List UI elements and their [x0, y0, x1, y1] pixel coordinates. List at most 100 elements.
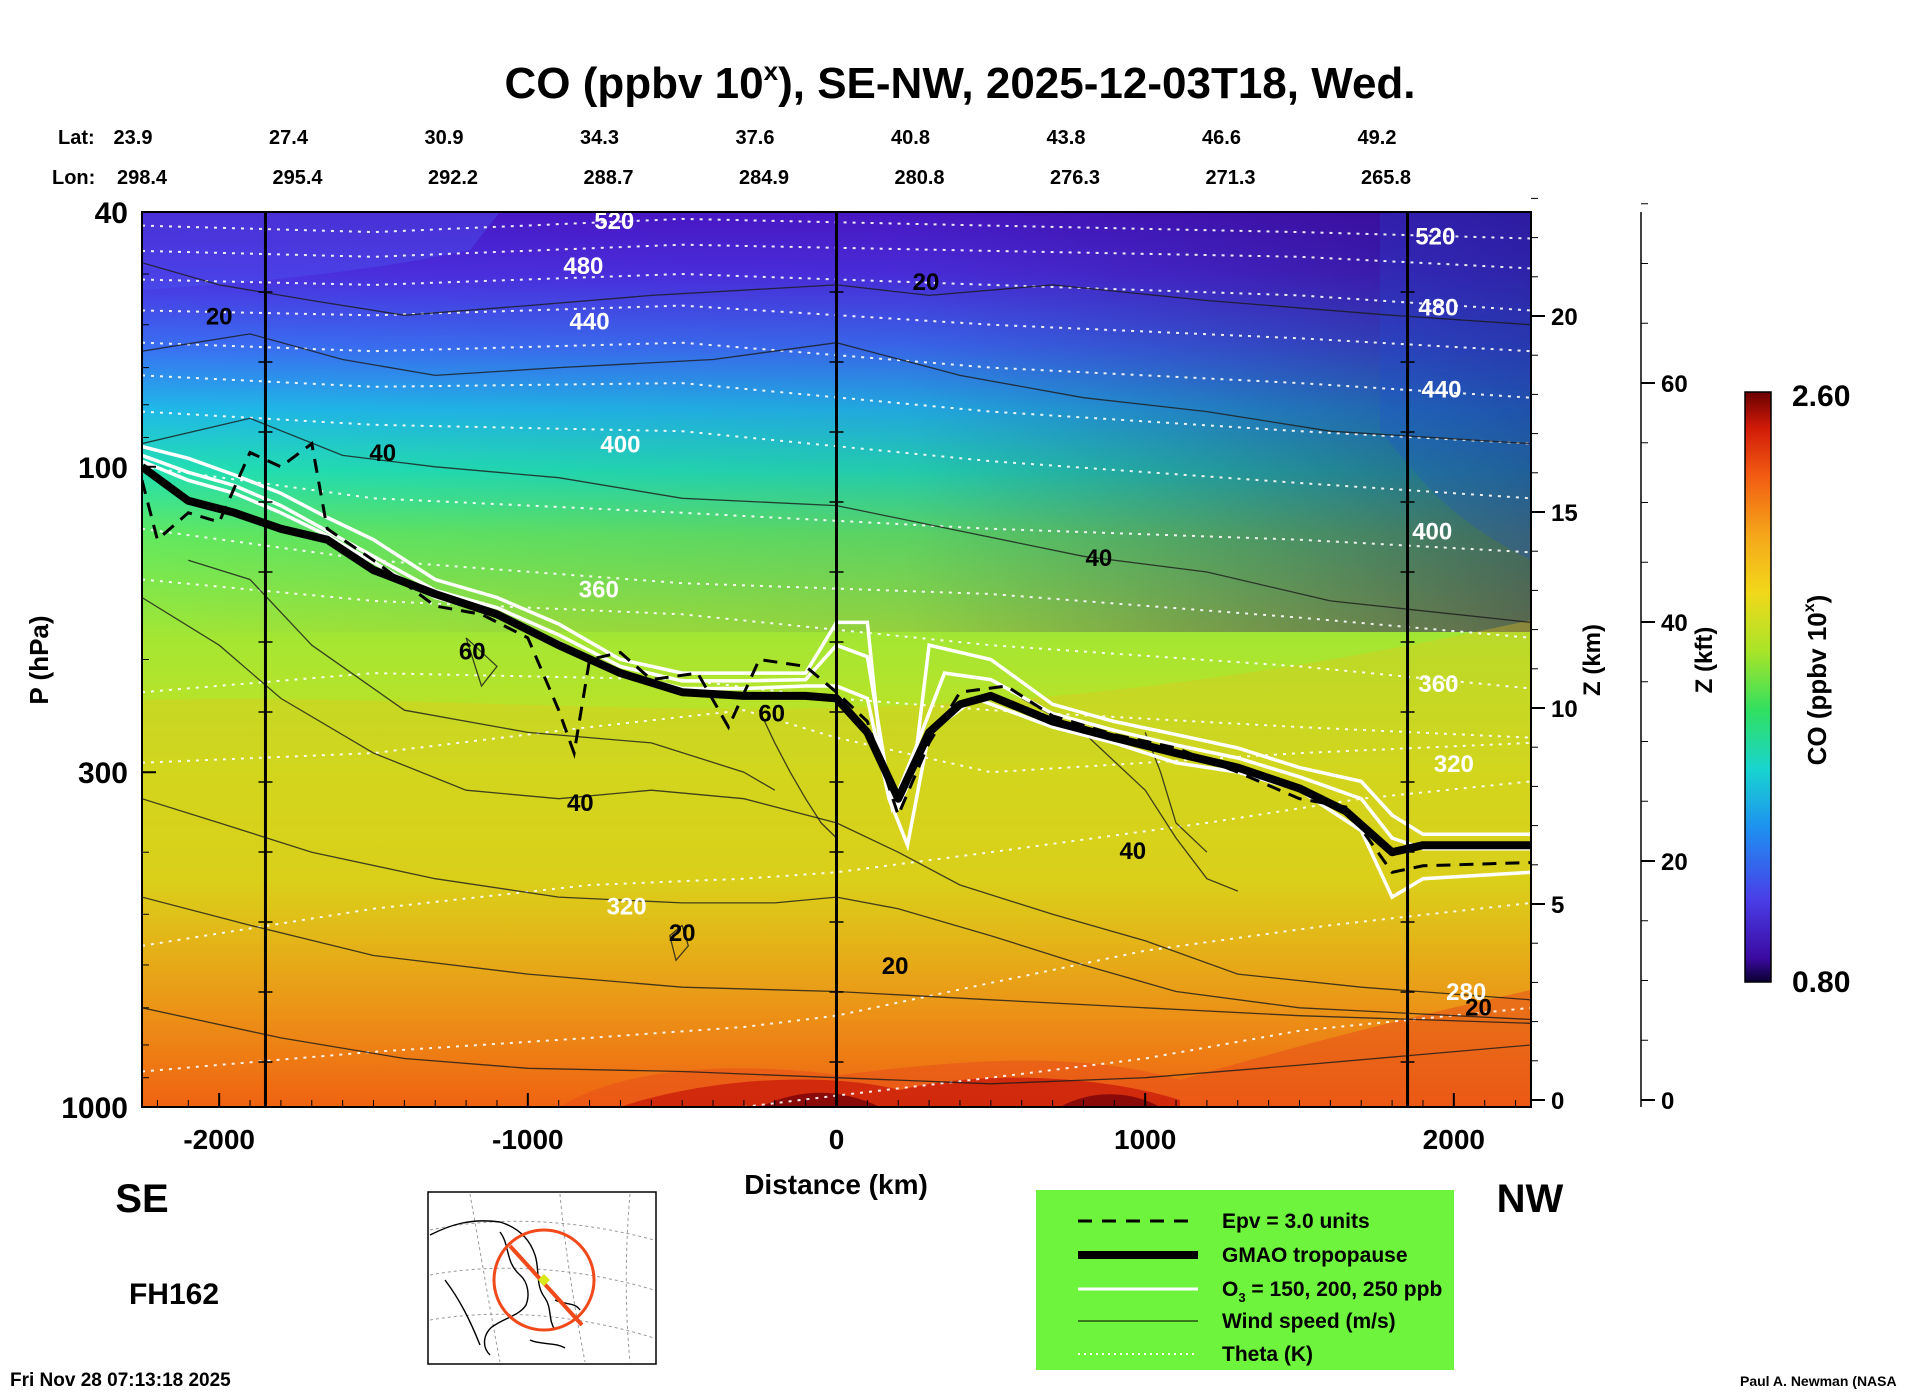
- wind-label: 40: [369, 440, 396, 467]
- x-axis-label: Distance (km): [744, 1169, 928, 1200]
- lat-value: 40.8: [891, 127, 930, 149]
- wind-label: 40: [1119, 838, 1146, 865]
- wind-contour: [669, 924, 690, 962]
- lon-value: 280.8: [894, 167, 944, 189]
- lat-value: 27.4: [269, 127, 309, 149]
- theta-contour: [142, 780, 1531, 947]
- wind-label: 20: [913, 269, 940, 296]
- colorbar: [1744, 391, 1772, 983]
- theta-contour: [142, 578, 1531, 690]
- z-kft-tick-label: 40: [1661, 610, 1688, 637]
- lat-value: 49.2: [1358, 127, 1397, 149]
- wind-contour: [1144, 732, 1208, 853]
- lat-value: 34.3: [580, 127, 619, 149]
- z-km-tick-label: 20: [1551, 304, 1578, 331]
- wind-contour: [758, 709, 837, 839]
- lat-label: Lat:: [58, 127, 95, 149]
- wind-label: 20: [669, 920, 696, 947]
- z-kft-tick-label: 0: [1661, 1088, 1674, 1115]
- lat-value: 37.6: [736, 127, 775, 149]
- timestamp: Fri Nov 28 07:13:18 2025: [10, 1370, 231, 1391]
- tropopause-curve: [142, 463, 1531, 857]
- theta-label: 400: [1412, 519, 1452, 546]
- lat-value: 46.6: [1202, 127, 1241, 149]
- theta-contour: [142, 901, 1531, 1073]
- wind-label: 20: [1465, 995, 1492, 1022]
- x-tick-label: 0: [829, 1124, 845, 1155]
- z-kft-label: Z (kft): [1691, 627, 1718, 694]
- wind-contour: [142, 896, 1531, 1024]
- wind-label: 20: [206, 304, 233, 331]
- lat-value: 43.8: [1047, 127, 1086, 149]
- lon-value: 276.3: [1050, 167, 1100, 189]
- theta-label: 400: [600, 432, 640, 459]
- theta-label: 480: [1418, 294, 1458, 321]
- wind-contour: [142, 333, 1531, 445]
- theta-contour: [743, 1006, 1531, 1107]
- wind-contour: [142, 262, 1531, 326]
- legend-tropopause: GMAO tropopause: [1222, 1244, 1408, 1267]
- axes: -2000 -1000 0 1000 2000 40 100 300 1000 20 15 10 5 0 6…: [61, 197, 1687, 1155]
- wind-label: 20: [882, 953, 909, 980]
- lat-value: 23.9: [114, 127, 153, 149]
- lon-value: 288.7: [583, 167, 633, 189]
- theta-label: 440: [1421, 377, 1461, 404]
- wind-contour: [142, 1007, 1531, 1085]
- x-tick-label: -1000: [492, 1124, 564, 1155]
- lon-value: 298.4: [117, 167, 168, 189]
- legend-o3: O3 = 150, 200, 250 ppb: [1222, 1278, 1442, 1305]
- legend-epv: Epv = 3.0 units: [1222, 1210, 1370, 1233]
- o3-curve: [142, 444, 1531, 837]
- wind-label: 60: [459, 639, 486, 666]
- wind-label: 40: [1086, 545, 1113, 572]
- theta-label: 360: [1418, 671, 1458, 698]
- theta-label: 360: [579, 576, 619, 603]
- theta-label: 520: [1415, 224, 1455, 251]
- z-kft-tick-label: 60: [1661, 371, 1688, 398]
- wind-contours: [142, 262, 1531, 1085]
- y-tick-label: 40: [95, 197, 128, 230]
- credit: Paul A. Newman (NASA: [1740, 1373, 1897, 1389]
- wind-contour: [142, 417, 1531, 624]
- theta-label: 280: [1446, 979, 1486, 1006]
- contour-labels: 5204804404003603205204804404003603202802…: [206, 208, 1492, 1022]
- chart-title: CO (ppbv 10x), SE-NW, 2025-12-03T18, Wed…: [504, 56, 1415, 108]
- theta-label: 320: [607, 893, 647, 920]
- z-km-label: Z (km): [1579, 624, 1606, 696]
- z-km-tick-label: 0: [1551, 1088, 1564, 1115]
- y-tick-label: 1000: [61, 1092, 128, 1125]
- colorbar-label: CO (ppbv 10x): [1801, 595, 1832, 766]
- tropopause-lines: [142, 440, 1531, 900]
- inset-map: [427, 1191, 657, 1365]
- legend: Epv = 3.0 units GMAO tropopause O3 = 150…: [1036, 1190, 1454, 1370]
- theta-label: 320: [1434, 751, 1474, 778]
- section-vertical-lines: [258, 212, 1415, 1107]
- lon-value: 284.9: [739, 167, 789, 189]
- forecast-hour: FH162: [129, 1278, 219, 1311]
- x-tick-label: 1000: [1114, 1124, 1176, 1155]
- y-tick-label: 100: [78, 452, 128, 485]
- y-axis-label: P (hPa): [24, 615, 54, 704]
- x-tick-label: 2000: [1423, 1124, 1485, 1155]
- y-tick-label: 300: [78, 757, 128, 790]
- lon-value: 271.3: [1205, 167, 1255, 189]
- theta-label: 480: [563, 253, 603, 280]
- lon-value: 295.4: [272, 167, 323, 189]
- legend-wind: Wind speed (m/s): [1222, 1310, 1396, 1333]
- wind-contour: [142, 798, 1531, 1021]
- theta-contour: [142, 709, 1531, 774]
- colorbar-min: 0.80: [1792, 966, 1850, 999]
- wind-contour: [465, 637, 498, 688]
- theta-contour: [142, 465, 1531, 554]
- end-label-se: SE: [115, 1177, 168, 1221]
- lat-value: 30.9: [425, 127, 464, 149]
- z-km-tick-label: 10: [1551, 696, 1578, 723]
- lon-value: 292.2: [428, 167, 478, 189]
- theta-label: 440: [570, 308, 610, 335]
- x-tick-label: -2000: [183, 1124, 255, 1155]
- lon-label: Lon:: [52, 167, 95, 189]
- lon-value: 265.8: [1361, 167, 1411, 189]
- colorbar-max: 2.60: [1792, 380, 1850, 413]
- theta-label: 520: [594, 208, 634, 235]
